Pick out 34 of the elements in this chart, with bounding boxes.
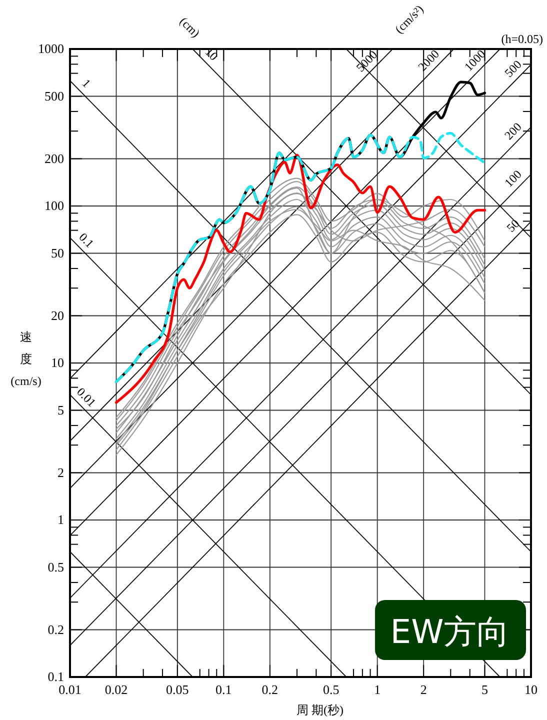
y-tick-label: 200 <box>44 150 64 166</box>
x-tick-label: 5 <box>481 682 488 698</box>
y-tick-label: 2 <box>58 464 64 480</box>
annotation: 200 <box>502 120 524 142</box>
y-tick-label: 50 <box>51 245 64 260</box>
annotation: 0.1 <box>76 230 97 251</box>
y-tick-label: 500 <box>44 88 64 104</box>
y-tick-label: 0.2 <box>48 622 64 637</box>
y-tick-label: 0.1 <box>48 669 64 684</box>
y-tick-label: 20 <box>51 308 64 323</box>
x-tick-label: 0.5 <box>322 682 340 698</box>
x-tick-label: 0.01 <box>58 682 82 698</box>
x-axis-title: 周 期(秒) <box>296 703 344 717</box>
x-tick-label: 0.05 <box>166 682 189 698</box>
y-tick-label: 100 <box>44 198 64 214</box>
annotation: EW方向 <box>390 612 510 651</box>
x-tick-label: 2 <box>420 682 427 698</box>
x-tick-label: 0.1 <box>216 682 232 698</box>
x-tick-label: 0.2 <box>262 682 278 698</box>
y-tick-label: 0.5 <box>48 559 64 574</box>
x-tick-label: 0.02 <box>104 682 128 698</box>
annotation: 0.01 <box>74 384 99 410</box>
text: (cm) <box>176 14 203 40</box>
x-tick-label: 1 <box>374 682 381 698</box>
annotation: 500 <box>502 57 524 80</box>
x-tick-label: 10 <box>524 682 538 698</box>
annotation: 100 <box>502 167 524 190</box>
annotation: 1 <box>79 76 94 90</box>
y-tick-label: 1 <box>58 512 64 528</box>
y-tick-label: 1000 <box>38 41 64 56</box>
y-axis-title: 速度(cm/s) <box>10 330 42 388</box>
y-tick-label: 5 <box>58 402 64 418</box>
y-tick-label: 10 <box>51 355 64 370</box>
text: (h=0.05) <box>501 32 543 46</box>
